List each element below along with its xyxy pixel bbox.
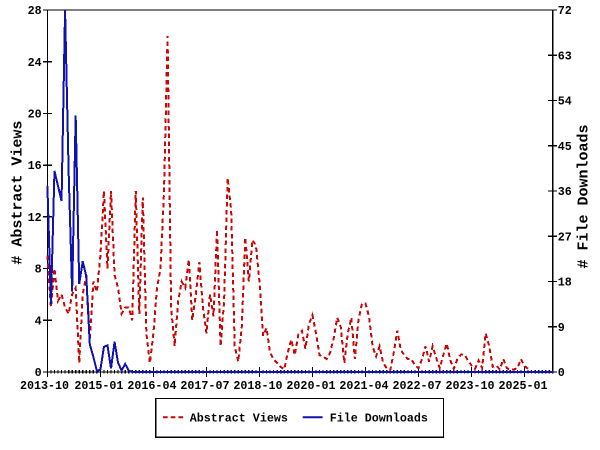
svg-text:2021-04: 2021-04 — [339, 379, 388, 393]
svg-text:Abstract Views: Abstract Views — [190, 412, 288, 426]
svg-text:2023-10: 2023-10 — [445, 379, 494, 393]
svg-text:12: 12 — [28, 211, 42, 225]
svg-text:28: 28 — [28, 4, 42, 18]
svg-text:# File Downloads: # File Downloads — [576, 124, 593, 268]
svg-text:63: 63 — [558, 49, 572, 63]
svg-text:2017-07: 2017-07 — [180, 379, 229, 393]
svg-text:16: 16 — [28, 159, 42, 173]
svg-text:8: 8 — [35, 263, 42, 277]
svg-text:36: 36 — [558, 185, 572, 199]
svg-text:45: 45 — [558, 140, 572, 154]
svg-text:0: 0 — [35, 366, 42, 380]
svg-text:20: 20 — [28, 108, 42, 122]
svg-text:54: 54 — [558, 95, 572, 109]
svg-text:24: 24 — [28, 56, 42, 70]
svg-text:2025-01: 2025-01 — [498, 379, 547, 393]
svg-text:18: 18 — [558, 276, 572, 290]
svg-text:2018-10: 2018-10 — [233, 379, 282, 393]
svg-text:72: 72 — [558, 4, 572, 18]
svg-text:2020-01: 2020-01 — [286, 379, 335, 393]
svg-text:# Abstract Views: # Abstract Views — [9, 121, 26, 265]
svg-text:0: 0 — [558, 366, 565, 380]
svg-text:27: 27 — [558, 230, 572, 244]
svg-text:4: 4 — [35, 314, 42, 328]
svg-text:2022-07: 2022-07 — [392, 379, 441, 393]
svg-text:9: 9 — [558, 321, 565, 335]
svg-text:2016-04: 2016-04 — [127, 379, 176, 393]
svg-text:2015-01: 2015-01 — [74, 379, 123, 393]
svg-text:File Downloads: File Downloads — [330, 412, 428, 426]
svg-text:2013-10: 2013-10 — [20, 379, 69, 393]
